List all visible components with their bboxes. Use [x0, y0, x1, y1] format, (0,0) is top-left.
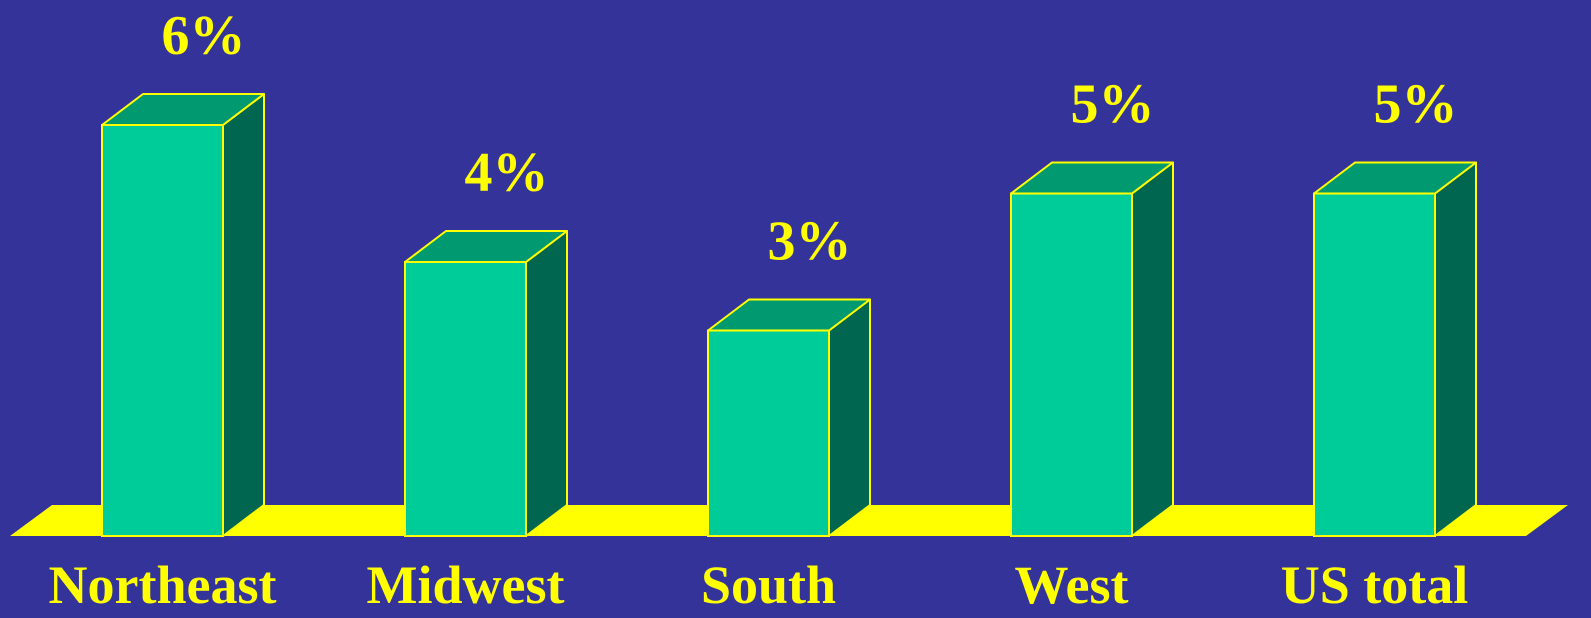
data-label-us-total: 5%	[1374, 74, 1458, 136]
bar-northeast	[101, 93, 265, 537]
category-label-midwest: Midwest	[367, 555, 565, 615]
bar-side-midwest	[525, 230, 568, 537]
bar-south	[707, 298, 871, 537]
category-label-us-total: US total	[1281, 555, 1469, 615]
bar-midwest	[404, 230, 568, 537]
category-label-northeast: Northeast	[49, 555, 277, 615]
data-label-south: 3%	[768, 211, 852, 273]
bar-side-us-total	[1434, 161, 1477, 537]
bar-side-west	[1131, 161, 1174, 537]
bar-front-south	[707, 329, 830, 537]
bar-west	[1010, 161, 1174, 537]
bar-side-south	[828, 298, 871, 537]
data-label-west: 5%	[1071, 74, 1155, 136]
bar-us-total	[1313, 161, 1477, 537]
data-label-midwest: 4%	[465, 142, 549, 204]
bar-front-northeast	[101, 124, 224, 537]
bar-side-northeast	[222, 93, 265, 537]
category-label-west: West	[1015, 555, 1129, 615]
bars-group	[101, 93, 1477, 537]
bar-front-us-total	[1313, 192, 1436, 537]
data-label-northeast: 6%	[162, 5, 246, 67]
bar-front-west	[1010, 192, 1133, 537]
bar-front-midwest	[404, 261, 527, 537]
category-label-south: South	[701, 555, 836, 615]
